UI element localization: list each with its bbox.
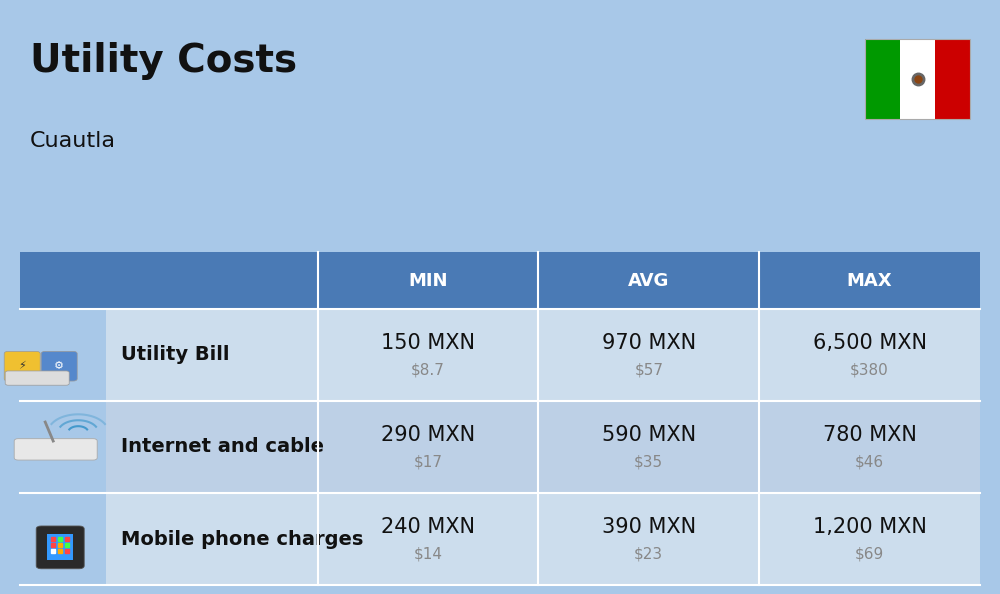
Text: $46: $46 bbox=[855, 454, 884, 469]
Text: $17: $17 bbox=[414, 454, 442, 469]
FancyBboxPatch shape bbox=[20, 309, 980, 401]
FancyBboxPatch shape bbox=[20, 401, 980, 493]
FancyBboxPatch shape bbox=[41, 352, 77, 381]
Text: MIN: MIN bbox=[408, 271, 448, 290]
Text: 150 MXN: 150 MXN bbox=[381, 333, 475, 353]
FancyBboxPatch shape bbox=[20, 493, 106, 585]
FancyBboxPatch shape bbox=[20, 252, 980, 309]
Text: Internet and cable: Internet and cable bbox=[121, 438, 324, 456]
FancyBboxPatch shape bbox=[4, 352, 40, 381]
Text: 290 MXN: 290 MXN bbox=[381, 425, 475, 445]
Text: ⚡: ⚡ bbox=[18, 361, 26, 371]
FancyBboxPatch shape bbox=[20, 309, 106, 401]
FancyBboxPatch shape bbox=[47, 535, 73, 560]
Text: Utility Costs: Utility Costs bbox=[30, 42, 297, 80]
FancyBboxPatch shape bbox=[36, 526, 84, 569]
Text: MAX: MAX bbox=[847, 271, 892, 290]
Text: 390 MXN: 390 MXN bbox=[602, 517, 696, 537]
Text: $380: $380 bbox=[850, 362, 889, 377]
Text: $69: $69 bbox=[855, 546, 884, 561]
Text: ⚙: ⚙ bbox=[54, 361, 64, 371]
FancyBboxPatch shape bbox=[935, 39, 970, 119]
Text: Mobile phone charges: Mobile phone charges bbox=[121, 530, 364, 548]
Text: $57: $57 bbox=[634, 362, 663, 377]
FancyBboxPatch shape bbox=[5, 371, 69, 386]
FancyBboxPatch shape bbox=[20, 401, 106, 493]
Text: $23: $23 bbox=[634, 546, 663, 561]
FancyBboxPatch shape bbox=[900, 39, 935, 119]
Text: 240 MXN: 240 MXN bbox=[381, 517, 475, 537]
Text: 590 MXN: 590 MXN bbox=[602, 425, 696, 445]
FancyBboxPatch shape bbox=[14, 438, 97, 460]
Text: 1,200 MXN: 1,200 MXN bbox=[813, 517, 927, 537]
Text: AVG: AVG bbox=[628, 271, 669, 290]
Text: Utility Bill: Utility Bill bbox=[121, 346, 230, 364]
Text: 780 MXN: 780 MXN bbox=[823, 425, 917, 445]
FancyBboxPatch shape bbox=[865, 39, 900, 119]
FancyBboxPatch shape bbox=[20, 493, 980, 585]
Text: Cuautla: Cuautla bbox=[30, 131, 116, 151]
Text: 6,500 MXN: 6,500 MXN bbox=[813, 333, 927, 353]
Text: $14: $14 bbox=[414, 546, 442, 561]
Text: $8.7: $8.7 bbox=[411, 362, 445, 377]
Text: 970 MXN: 970 MXN bbox=[602, 333, 696, 353]
Text: $35: $35 bbox=[634, 454, 663, 469]
